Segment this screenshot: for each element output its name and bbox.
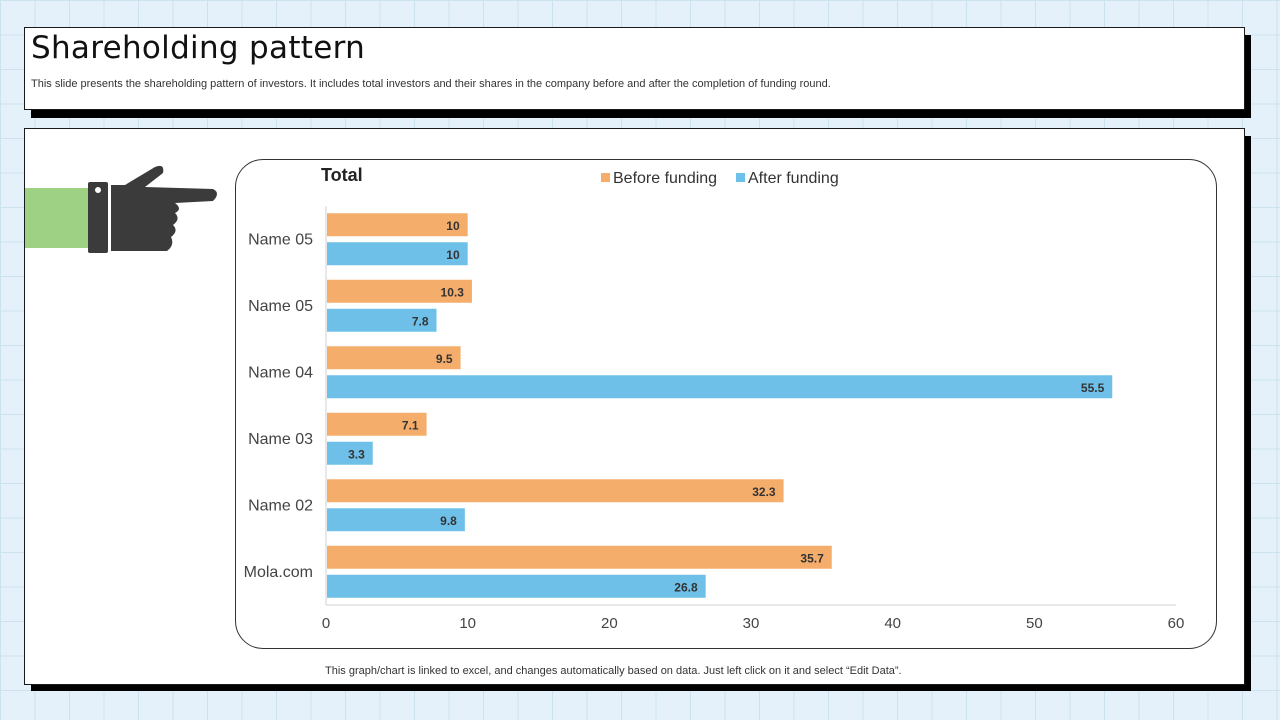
- bar-after: [327, 574, 706, 598]
- data-label: 10: [446, 248, 460, 262]
- data-label: 35.7: [800, 551, 824, 565]
- data-label: 9.5: [436, 352, 453, 366]
- pointing-hand-icon: [25, 165, 217, 253]
- data-label: 32.3: [752, 485, 776, 499]
- legend-swatch-after: [736, 173, 745, 182]
- main-panel: Total Before funding After funding 0 10 20 30 4…: [24, 128, 1245, 685]
- chart-footnote: This graph/chart is linked to excel, and…: [325, 665, 902, 677]
- category-label: Name 05: [248, 298, 313, 315]
- bar-after: [327, 242, 468, 266]
- bar-before: [327, 412, 427, 436]
- bar-before: [327, 479, 784, 503]
- bar-chart: Total Before funding After funding 0 10 20 30 4…: [244, 165, 1185, 632]
- legend-label-after: After funding: [748, 170, 839, 187]
- x-tick-label: 30: [743, 615, 760, 632]
- page-subtitle: This slide presents the shareholding pat…: [31, 78, 831, 90]
- category-label: Name 04: [248, 364, 313, 381]
- bar-before: [327, 346, 461, 370]
- header-panel: Shareholding pattern This slide presents…: [24, 27, 1245, 110]
- chart-frame: [235, 159, 1217, 649]
- data-label: 7.1: [402, 418, 419, 432]
- x-tick-label: 0: [322, 615, 330, 632]
- bar-before: [327, 279, 472, 303]
- data-label: 9.8: [440, 514, 457, 528]
- x-tick-label: 60: [1168, 615, 1185, 632]
- legend-swatch-before: [601, 173, 610, 182]
- data-label: 7.8: [412, 314, 429, 328]
- x-tick-label: 40: [884, 615, 901, 632]
- data-label: 10: [446, 219, 460, 233]
- data-label: 10.3: [441, 285, 465, 299]
- data-label: 55.5: [1081, 381, 1105, 395]
- bar-after: [327, 508, 465, 532]
- x-tick-label: 50: [1026, 615, 1043, 632]
- bar-before: [327, 213, 468, 237]
- bar-before: [327, 545, 832, 569]
- x-tick-label: 20: [601, 615, 618, 632]
- sleeve-shape: [25, 188, 89, 248]
- data-label: 26.8: [674, 580, 698, 594]
- category-label: Name 05: [248, 231, 313, 248]
- bar-after: [327, 308, 437, 332]
- legend-label-before: Before funding: [613, 170, 717, 187]
- page-title: Shareholding pattern: [31, 30, 366, 66]
- data-label: 3.3: [348, 447, 365, 461]
- hand-shape: [88, 165, 217, 253]
- bar-after: [327, 375, 1113, 399]
- category-label: Mola.com: [244, 564, 313, 581]
- x-tick-label: 10: [459, 615, 476, 632]
- chart-title: Total: [321, 165, 363, 185]
- category-label: Name 02: [248, 497, 313, 514]
- cuff-button: [95, 187, 101, 193]
- category-label: Name 03: [248, 431, 313, 448]
- bar-after: [327, 441, 373, 465]
